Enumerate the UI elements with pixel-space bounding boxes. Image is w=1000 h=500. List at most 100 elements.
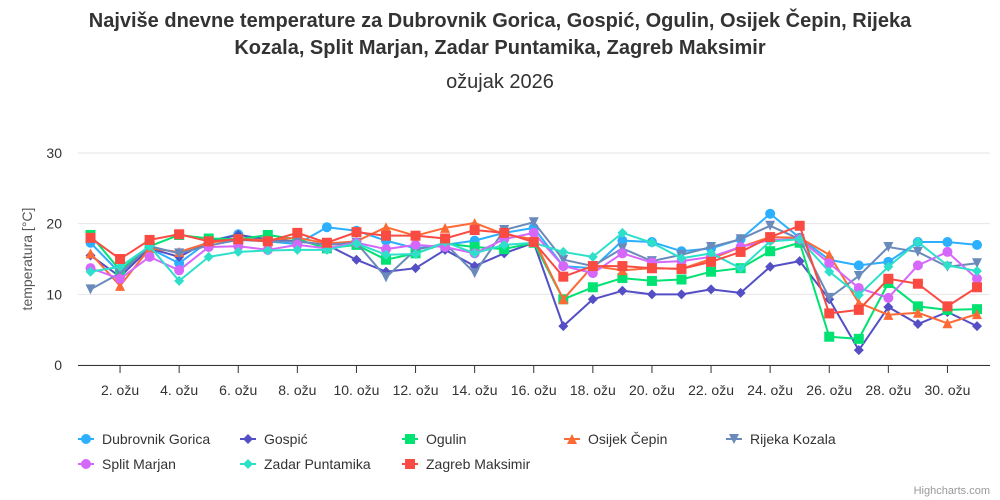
data-point bbox=[794, 234, 805, 245]
data-point bbox=[321, 237, 332, 248]
data-point bbox=[351, 254, 362, 265]
x-tick-label: 2. ožu bbox=[101, 382, 139, 398]
data-point bbox=[381, 230, 391, 241]
data-point bbox=[174, 248, 185, 259]
data-point bbox=[85, 248, 96, 259]
data-point bbox=[617, 285, 628, 296]
data-point bbox=[558, 261, 569, 272]
data-point bbox=[233, 246, 244, 257]
legend-item-zadar-puntamika[interactable]: Zadar Puntamika bbox=[240, 456, 371, 472]
data-point bbox=[765, 208, 776, 219]
data-point bbox=[883, 261, 894, 272]
x-tick-label: 8. ožu bbox=[278, 382, 316, 398]
legend-item-osijek-epin[interactable]: Osijek Čepin bbox=[564, 431, 667, 447]
x-tick-label: 10. ožu bbox=[333, 382, 379, 398]
legend-symbol-icon bbox=[405, 459, 415, 469]
legend-symbol-icon bbox=[567, 434, 577, 444]
data-point bbox=[115, 268, 126, 279]
data-point bbox=[528, 217, 539, 228]
data-point bbox=[469, 268, 480, 279]
data-point bbox=[676, 263, 687, 274]
data-point bbox=[646, 289, 657, 300]
data-point bbox=[587, 294, 598, 305]
data-point bbox=[765, 220, 776, 231]
data-point bbox=[233, 234, 244, 245]
data-point bbox=[85, 232, 96, 243]
data-point bbox=[972, 321, 982, 332]
data-point bbox=[912, 278, 923, 289]
data-point bbox=[706, 241, 717, 252]
legend-item-zagreb-maksimir[interactable]: Zagreb Maksimir bbox=[402, 456, 531, 472]
data-point bbox=[794, 220, 805, 231]
data-point bbox=[942, 246, 953, 257]
series-zagreb-maksimir bbox=[85, 220, 982, 319]
data-point bbox=[735, 263, 746, 274]
data-point bbox=[469, 225, 480, 236]
data-point bbox=[410, 239, 421, 250]
data-point bbox=[794, 256, 805, 267]
chart-subtitle: ožujak 2026 bbox=[446, 71, 554, 93]
x-tick-label: 22. ožu bbox=[688, 382, 734, 398]
data-point bbox=[381, 249, 391, 260]
legend-item-dubrovnik-gorica[interactable]: Dubrovnik Gorica bbox=[78, 431, 210, 447]
data-point bbox=[735, 287, 746, 298]
x-tick-label: 12. ožu bbox=[393, 382, 439, 398]
x-tick-label: 20. ožu bbox=[629, 382, 675, 398]
credits-link[interactable]: Highcharts.com bbox=[914, 485, 990, 497]
legend-item-gospi-[interactable]: Gospić bbox=[240, 431, 308, 447]
legend-item-split-marjan[interactable]: Split Marjan bbox=[78, 456, 176, 472]
data-point bbox=[144, 234, 155, 245]
legend-symbol-icon bbox=[729, 434, 739, 444]
data-point bbox=[972, 309, 982, 320]
data-point bbox=[972, 258, 982, 269]
data-point bbox=[912, 307, 923, 318]
data-point bbox=[912, 246, 923, 257]
data-point bbox=[440, 233, 451, 244]
data-point bbox=[321, 222, 332, 233]
y-tick-label: 0 bbox=[54, 357, 62, 373]
data-point bbox=[883, 273, 894, 284]
data-point bbox=[824, 258, 835, 269]
y-axis-title: temperatura [°C] bbox=[19, 208, 35, 311]
data-point bbox=[617, 261, 628, 272]
data-point bbox=[853, 333, 864, 344]
data-point bbox=[174, 265, 185, 276]
data-point bbox=[410, 249, 421, 260]
legend-label: Osijek Čepin bbox=[588, 431, 667, 447]
data-point bbox=[853, 282, 864, 293]
data-point bbox=[883, 309, 894, 320]
data-point bbox=[528, 237, 539, 248]
legend-symbol-icon bbox=[81, 434, 91, 444]
data-point bbox=[469, 241, 480, 252]
data-point bbox=[706, 256, 717, 267]
data-point bbox=[115, 280, 126, 291]
data-point bbox=[85, 266, 96, 277]
data-point bbox=[706, 248, 717, 259]
legend-item-rijeka-kozala[interactable]: Rijeka Kozala bbox=[726, 431, 836, 447]
legend-item-ogulin[interactable]: Ogulin bbox=[402, 431, 466, 447]
data-point bbox=[558, 246, 569, 257]
data-point bbox=[942, 318, 953, 329]
data-point bbox=[942, 237, 953, 248]
data-point bbox=[912, 237, 923, 248]
data-point bbox=[499, 227, 510, 238]
legend-label: Dubrovnik Gorica bbox=[102, 431, 210, 447]
data-point bbox=[262, 245, 273, 256]
legend-label: Rijeka Kozala bbox=[750, 431, 836, 447]
data-point bbox=[440, 222, 451, 233]
series-gospi- bbox=[85, 229, 982, 356]
data-point bbox=[115, 261, 126, 272]
legend-label: Gospić bbox=[264, 431, 308, 447]
data-point bbox=[499, 239, 510, 250]
data-point bbox=[706, 266, 717, 277]
legend-label: Zadar Puntamika bbox=[264, 456, 371, 472]
data-point bbox=[174, 229, 185, 240]
data-point bbox=[115, 273, 126, 284]
data-point bbox=[292, 227, 303, 238]
series-zadar-puntamika bbox=[85, 227, 982, 301]
data-point bbox=[735, 234, 746, 245]
data-point bbox=[203, 236, 214, 247]
data-point bbox=[558, 271, 569, 282]
data-point bbox=[617, 227, 628, 238]
